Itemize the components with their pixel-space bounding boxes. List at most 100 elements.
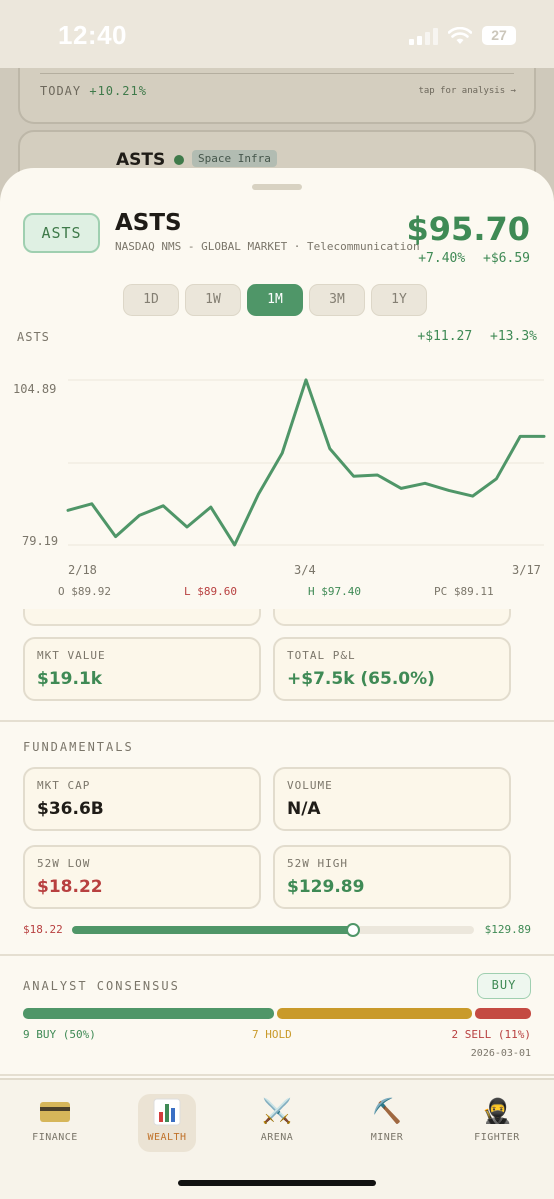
volume-card: VOLUME N/A — [273, 767, 511, 831]
section-divider — [0, 954, 554, 956]
total-pl-value: +$7.5k (65.0%) — [287, 669, 435, 689]
status-bar: 12:40 27 — [0, 0, 554, 68]
52w-high-value: $129.89 — [287, 877, 365, 897]
volume-value: N/A — [287, 799, 321, 819]
credit-card-icon — [26, 1094, 84, 1128]
tab-finance[interactable]: FINANCE — [26, 1094, 84, 1152]
tab-fighter[interactable]: 🥷 FIGHTER — [468, 1094, 526, 1152]
card-label: MKT VALUE — [37, 649, 106, 662]
stock-price: $95.70 — [406, 210, 530, 248]
stock-ticker: ASTS — [115, 210, 182, 236]
chart-gain: +$11.27 +13.3% — [417, 329, 537, 344]
tab-range-3m[interactable]: 3M — [309, 284, 365, 316]
crossed-swords-icon: ⚔️ — [262, 1097, 292, 1125]
tab-label: FINANCE — [32, 1132, 78, 1143]
x-tick-label: 2/18 — [68, 563, 97, 577]
background-today-change: +10.21% — [89, 84, 147, 98]
chart-symbol: ASTS — [17, 330, 50, 344]
consensus-sell-label: 2 SELL (11%) — [451, 1028, 531, 1041]
battery-icon: 27 — [482, 26, 516, 45]
52w-low-card: 52W LOW $18.22 — [23, 845, 261, 909]
ohlc-prev-close: PC $89.11 — [434, 585, 494, 598]
section-divider — [0, 720, 554, 722]
y-tick-label: 79.19 — [22, 534, 58, 548]
fundamentals-title: FUNDAMENTALS — [23, 740, 134, 754]
ohlc-low: L $89.60 — [184, 585, 237, 598]
bottom-tab-bar: FINANCE WEALTH ⚔️ ARENA ⛏️ MINER 🥷 FIGHT… — [0, 1078, 554, 1199]
consensus-rating-badge: BUY — [477, 973, 531, 999]
tab-range-1m[interactable]: 1M — [247, 284, 303, 316]
background-today: TODAY +10.21% — [40, 84, 147, 98]
tab-label: FIGHTER — [474, 1132, 520, 1143]
tab-label: ARENA — [260, 1132, 294, 1143]
background-tag: Space Infra — [192, 150, 277, 167]
card-label: TOTAL P&L — [287, 649, 356, 662]
stock-change-abs: +$6.59 — [483, 251, 530, 266]
wifi-icon — [448, 26, 472, 44]
card-label: 52W HIGH — [287, 857, 348, 870]
consensus-hold-segment — [277, 1008, 473, 1019]
ticker-badge: ASTS — [23, 213, 100, 253]
background-tap-hint: tap for analysis → — [418, 86, 516, 96]
stock-change: +7.40% +$6.59 — [418, 251, 530, 266]
consensus-hold-label: 7 HOLD — [252, 1028, 292, 1041]
analyst-consensus-title: ANALYST CONSENSUS — [23, 979, 180, 993]
tab-wealth[interactable]: WEALTH — [138, 1094, 196, 1152]
mkt-value-card: MKT VALUE $19.1k — [23, 637, 261, 701]
price-chart[interactable]: 104.89 79.19 2/18 3/4 3/17 — [0, 358, 554, 578]
card-partial — [23, 609, 261, 626]
52w-high-card: 52W HIGH $129.89 — [273, 845, 511, 909]
card-label: VOLUME — [287, 779, 333, 792]
mkt-cap-value: $36.6B — [37, 799, 104, 819]
52w-range-fill — [72, 926, 354, 934]
tab-label: WEALTH — [147, 1132, 187, 1143]
x-tick-label: 3/17 — [512, 563, 541, 577]
tab-range-1w[interactable]: 1W — [185, 284, 241, 316]
sheet-grabber[interactable] — [252, 184, 302, 190]
chart-gain-pct: +13.3% — [490, 329, 537, 344]
mkt-value: $19.1k — [37, 669, 103, 689]
mkt-cap-card: MKT CAP $36.6B — [23, 767, 261, 831]
ohlc-high: H $97.40 — [308, 585, 361, 598]
tab-range-1d[interactable]: 1D — [123, 284, 179, 316]
section-divider — [0, 1074, 554, 1076]
background-today-label: TODAY — [40, 84, 82, 98]
tab-range-1y[interactable]: 1Y — [371, 284, 427, 316]
background-status-dot — [174, 155, 184, 165]
background-card-today: TODAY +10.21% tap for analysis → — [18, 68, 536, 124]
stock-change-pct: +7.40% — [418, 251, 466, 266]
ohlc-open: O $89.92 — [58, 585, 111, 598]
tab-label: MINER — [370, 1132, 404, 1143]
background-divider — [40, 73, 514, 74]
series-line — [66, 378, 546, 547]
status-time: 12:40 — [58, 20, 127, 50]
y-tick-label: 104.89 — [13, 382, 56, 396]
total-pl-card: TOTAL P&L +$7.5k (65.0%) — [273, 637, 511, 701]
home-indicator[interactable] — [178, 1180, 376, 1186]
consensus-bar — [23, 1008, 531, 1019]
x-tick-label: 3/4 — [294, 563, 316, 577]
card-partial — [273, 609, 511, 626]
52w-range-low: $18.22 — [23, 923, 63, 936]
status-icons: 27 — [409, 26, 516, 45]
52w-low-value: $18.22 — [37, 877, 103, 897]
52w-range-marker — [346, 923, 361, 937]
card-label: MKT CAP — [37, 779, 91, 792]
consensus-sell-segment — [475, 1008, 531, 1019]
consensus-buy-label: 9 BUY (50%) — [23, 1028, 96, 1041]
background-ticker: ASTS — [116, 150, 166, 170]
52w-range-bar — [72, 923, 474, 937]
consensus-date: 2026-03-01 — [470, 1048, 531, 1059]
signal-icon — [409, 27, 438, 45]
tab-arena[interactable]: ⚔️ ARENA — [248, 1094, 306, 1152]
stock-exchange-sector: NASDAQ NMS - GLOBAL MARKET · Telecommuni… — [115, 240, 420, 253]
bar-chart-icon — [138, 1094, 196, 1128]
tab-miner[interactable]: ⛏️ MINER — [358, 1094, 416, 1152]
chart-gain-abs: +$11.27 — [417, 329, 473, 344]
52w-range-high: $129.89 — [484, 923, 531, 936]
time-range-tabs: 1D 1W 1M 3M 1Y — [123, 284, 427, 316]
pickaxe-icon: ⛏️ — [372, 1097, 402, 1125]
ninja-icon: 🥷 — [482, 1097, 512, 1125]
card-label: 52W LOW — [37, 857, 91, 870]
stock-detail-sheet: ASTS ASTS NASDAQ NMS - GLOBAL MARKET · T… — [0, 168, 554, 1199]
